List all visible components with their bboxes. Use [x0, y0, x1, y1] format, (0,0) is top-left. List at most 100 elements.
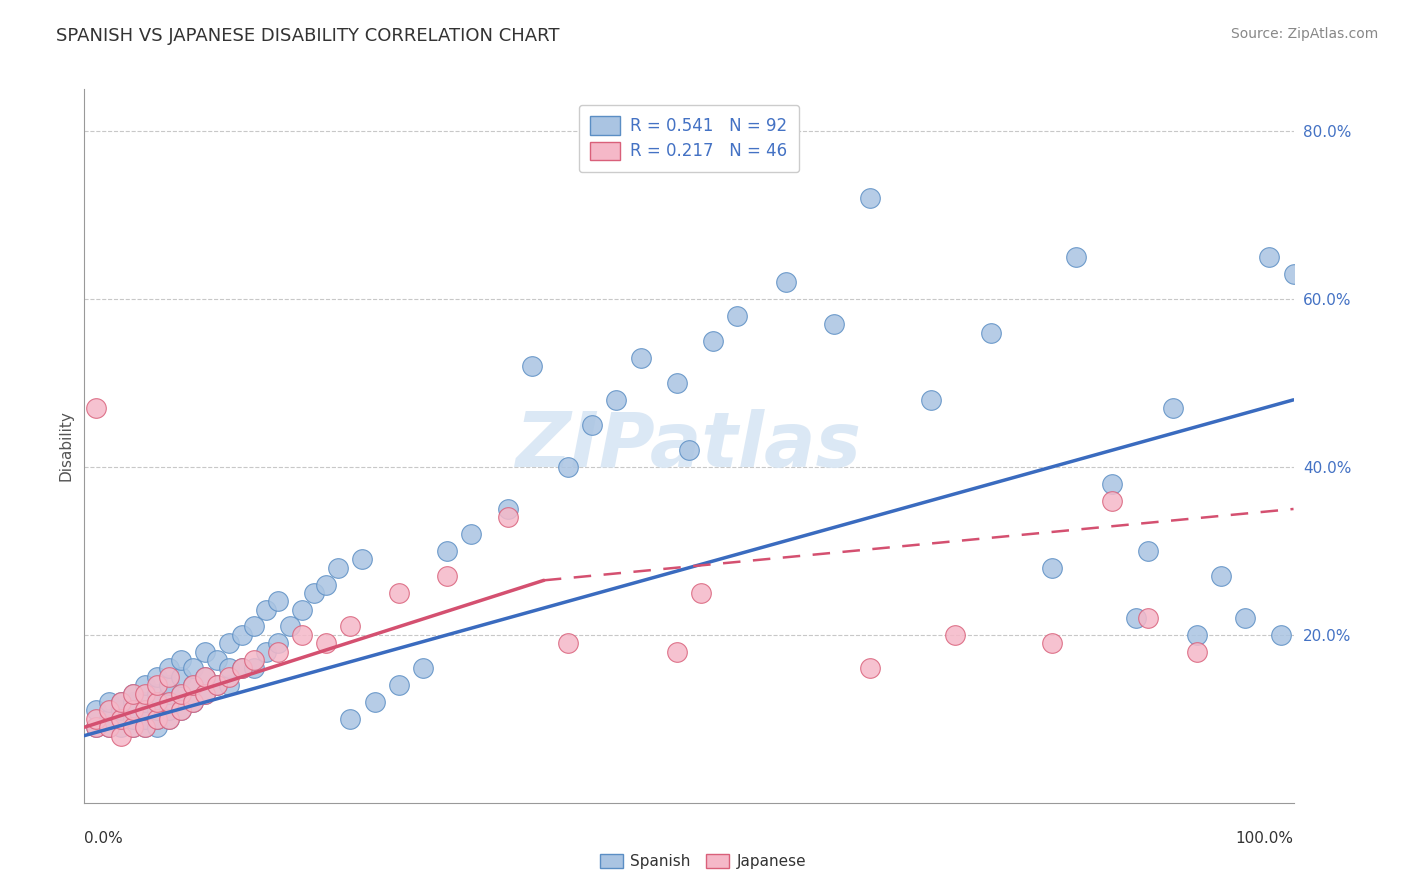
Y-axis label: Disability: Disability	[58, 410, 73, 482]
Point	[218, 678, 240, 692]
Legend: Spanish, Japanese: Spanish, Japanese	[593, 847, 813, 875]
Point	[1137, 611, 1160, 625]
Point	[146, 703, 169, 717]
Point	[181, 695, 204, 709]
Point	[110, 703, 132, 717]
Point	[557, 636, 579, 650]
Point	[157, 661, 180, 675]
Point	[121, 703, 143, 717]
Point	[194, 645, 217, 659]
Point	[1185, 628, 1208, 642]
Legend: R = 0.541   N = 92, R = 0.217   N = 46: R = 0.541 N = 92, R = 0.217 N = 46	[579, 104, 799, 172]
Point	[207, 678, 229, 692]
Point	[86, 720, 108, 734]
Point	[581, 417, 603, 432]
Point	[1258, 250, 1281, 264]
Point	[134, 703, 156, 717]
Point	[328, 560, 350, 574]
Point	[218, 661, 240, 675]
Point	[194, 687, 217, 701]
Point	[1137, 544, 1160, 558]
Point	[121, 720, 143, 734]
Point	[388, 586, 411, 600]
Point	[97, 720, 120, 734]
Point	[1209, 569, 1232, 583]
Point	[363, 695, 385, 709]
Point	[110, 720, 132, 734]
Point	[181, 678, 204, 692]
Point	[315, 577, 337, 591]
Point	[121, 687, 143, 701]
Point	[267, 636, 290, 650]
Point	[134, 712, 156, 726]
Point	[146, 678, 169, 692]
Point	[605, 392, 627, 407]
Point	[157, 670, 180, 684]
Point	[291, 603, 314, 617]
Point	[146, 670, 169, 684]
Point	[412, 661, 434, 675]
Point	[170, 703, 193, 717]
Point	[242, 619, 264, 633]
Point	[146, 695, 169, 709]
Point	[678, 443, 700, 458]
Point	[254, 645, 277, 659]
Point	[170, 687, 193, 701]
Point	[1040, 560, 1063, 574]
Point	[97, 695, 120, 709]
Point	[170, 687, 193, 701]
Point	[1101, 476, 1123, 491]
Text: 0.0%: 0.0%	[84, 831, 124, 847]
Point	[460, 527, 482, 541]
Point	[702, 334, 724, 348]
Point	[1282, 267, 1305, 281]
Point	[157, 687, 180, 701]
Point	[352, 552, 374, 566]
Point	[436, 569, 458, 583]
Point	[157, 695, 180, 709]
Point	[943, 628, 966, 642]
Point	[557, 460, 579, 475]
Point	[121, 720, 143, 734]
Point	[231, 628, 253, 642]
Point	[980, 326, 1002, 340]
Point	[630, 351, 652, 365]
Point	[86, 720, 108, 734]
Point	[134, 678, 156, 692]
Point	[157, 703, 180, 717]
Point	[194, 670, 217, 684]
Point	[920, 392, 942, 407]
Point	[775, 275, 797, 289]
Point	[267, 594, 290, 608]
Point	[194, 670, 217, 684]
Point	[278, 619, 301, 633]
Point	[231, 661, 253, 675]
Point	[339, 619, 361, 633]
Point	[146, 720, 169, 734]
Point	[86, 712, 108, 726]
Point	[690, 586, 713, 600]
Text: ZIPatlas: ZIPatlas	[516, 409, 862, 483]
Point	[315, 636, 337, 650]
Point	[134, 695, 156, 709]
Point	[157, 678, 180, 692]
Point	[207, 653, 229, 667]
Point	[134, 703, 156, 717]
Point	[110, 712, 132, 726]
Point	[181, 678, 204, 692]
Point	[1125, 611, 1147, 625]
Point	[97, 703, 120, 717]
Point	[496, 502, 519, 516]
Point	[207, 678, 229, 692]
Point	[146, 687, 169, 701]
Point	[86, 703, 108, 717]
Point	[436, 544, 458, 558]
Point	[1040, 636, 1063, 650]
Point	[291, 628, 314, 642]
Point	[302, 586, 325, 600]
Point	[146, 712, 169, 726]
Point	[146, 695, 169, 709]
Point	[496, 510, 519, 524]
Point	[134, 720, 156, 734]
Point	[859, 191, 882, 205]
